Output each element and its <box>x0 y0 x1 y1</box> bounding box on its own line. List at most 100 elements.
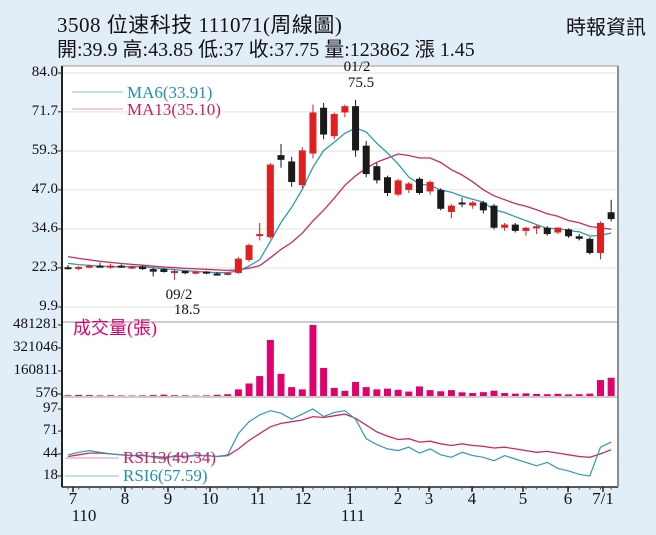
volume-bar <box>426 390 434 396</box>
volume-bar <box>266 339 274 396</box>
candle-body <box>522 227 530 231</box>
volume-bar <box>181 395 189 396</box>
volume-bar <box>298 389 306 396</box>
candle-body <box>288 161 296 182</box>
volume-bar <box>224 394 232 396</box>
price-tick-label: 22.3 <box>31 258 58 275</box>
volume-bar <box>362 387 370 396</box>
month-tick-label: 1 <box>345 489 355 508</box>
candle-body <box>213 273 221 276</box>
rsi-tick-label: 18 <box>43 466 58 483</box>
candle-body <box>320 107 328 135</box>
candle-body <box>181 271 189 274</box>
volume-bar <box>64 395 72 396</box>
candle-body <box>245 245 253 260</box>
candle-body <box>298 150 306 186</box>
candle-body <box>171 271 178 274</box>
candle-body <box>405 183 413 190</box>
volume-bar <box>469 393 477 396</box>
ohlc-summary: 開:39.9 高:43.85 低:37 收:37.75 量:123862 漲 1… <box>57 39 475 61</box>
candle-body <box>373 166 381 181</box>
volume-bar <box>341 390 349 396</box>
ma6-legend: MA6(33.91) <box>127 83 213 102</box>
volume-pane-label: 成交量(張) <box>73 318 157 338</box>
month-tick-label: 4 <box>467 489 477 508</box>
rsi6-line <box>67 408 612 477</box>
volume-bars-layer <box>64 325 615 396</box>
month-tick-label: 7 <box>68 489 78 508</box>
candle-body <box>224 272 232 275</box>
volume-bar <box>405 391 413 396</box>
volume-bar <box>415 386 423 396</box>
volume-tick-label: 321046 <box>13 339 58 355</box>
volume-bar <box>256 376 264 396</box>
volume-bar <box>234 389 242 396</box>
candle-body <box>575 236 583 239</box>
price-tick-label: 47.0 <box>31 180 58 197</box>
rsi13-legend: RSI13(49.34) <box>123 448 217 467</box>
candle-body <box>75 266 83 269</box>
volume-bar <box>490 390 498 396</box>
month-tick-label: 2 <box>393 489 403 508</box>
volume-tick-label: 160811 <box>13 362 58 378</box>
trough-date-annotation: 09/2 <box>165 287 193 303</box>
candle-body <box>96 265 104 268</box>
price-tick-label: 71.7 <box>31 102 58 119</box>
month-tick-label: 9 <box>163 489 173 508</box>
volume-bar <box>309 325 317 396</box>
volume-bar <box>565 394 573 396</box>
volume-bar <box>171 395 178 396</box>
candle-body <box>607 212 615 220</box>
rsi13-line <box>67 413 612 458</box>
candle-body <box>85 265 93 268</box>
month-tick-label: 7/1 <box>592 489 614 508</box>
candle-body <box>415 178 423 194</box>
volume-bar <box>479 392 487 396</box>
volume-bar <box>597 380 604 396</box>
candle-body <box>511 224 519 231</box>
candle-body <box>479 202 487 211</box>
candle-body <box>192 271 200 274</box>
candle-body <box>554 227 562 233</box>
candle-body <box>309 112 317 154</box>
price-tick-label: 34.6 <box>31 220 58 236</box>
candle-body <box>160 269 168 272</box>
candle-body <box>256 234 264 237</box>
ma6-line <box>67 127 612 274</box>
volume-bar <box>543 394 551 396</box>
volume-bar <box>288 387 296 396</box>
candle-body <box>437 189 445 209</box>
price-tick-label: 84.0 <box>31 64 58 80</box>
volume-bar <box>394 389 402 396</box>
price-tick-label: 59.3 <box>31 142 58 158</box>
legend-swatch-lines <box>65 91 123 477</box>
candle-body <box>597 223 604 254</box>
brand-label: 時報資訊 <box>566 17 646 39</box>
volume-bar <box>586 393 594 396</box>
volume-bar <box>533 393 541 396</box>
candle-body <box>469 202 477 206</box>
volume-bar <box>320 367 328 396</box>
volume-bar <box>352 381 360 396</box>
ma13-line <box>67 153 612 272</box>
candle-body <box>277 155 285 160</box>
volume-bar <box>607 377 615 396</box>
volume-bar <box>245 383 253 396</box>
ma13-legend: MA13(35.10) <box>127 100 221 119</box>
volume-bar <box>117 395 125 396</box>
rsi-tick-label: 44 <box>43 444 58 461</box>
volume-bar <box>447 390 455 396</box>
volume-bar <box>85 395 93 396</box>
trough-value-annotation: 18.5 <box>173 302 201 318</box>
candle-body <box>447 205 455 212</box>
volume-bar <box>75 394 83 396</box>
candle-body <box>202 271 210 274</box>
volume-bar <box>139 395 147 396</box>
axis-tick-marks <box>58 72 612 492</box>
volume-bar <box>554 393 562 396</box>
month-tick-label: 5 <box>518 489 528 508</box>
volume-tick-label: 576 <box>35 385 59 401</box>
candle-body <box>330 114 338 137</box>
